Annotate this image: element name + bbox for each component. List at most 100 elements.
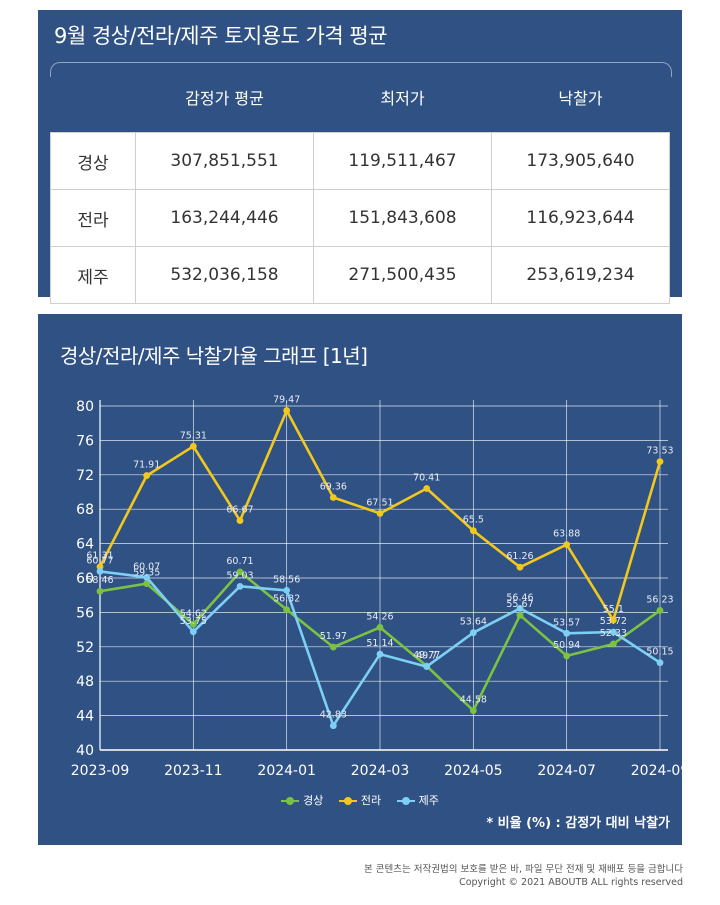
x-tick-label: 2024-01 (257, 763, 316, 779)
table-row: 경상 307,851,551 119,511,467 173,905,640 (50, 132, 670, 190)
data-label: 53.64 (460, 617, 487, 628)
data-point (236, 582, 244, 590)
y-tick-label: 40 (76, 743, 94, 759)
data-label: 59.03 (226, 570, 253, 581)
line-chart: 40 44 48 52 56 60 64 68 72 76 80 2023-09 2023-11 2024… (71, 395, 682, 779)
winning-cell: 116,923,644 (491, 189, 670, 247)
region-cell: 제주 (50, 246, 136, 304)
data-label: 44.58 (460, 695, 487, 706)
winning-cell: 253,619,234 (491, 246, 670, 304)
chart-panel: 경상/전라/제주 낙찰가율 그래프 [1년] 40 44 48 52 56 60 64 68 7… (38, 314, 682, 845)
table-title: 9월 경상/전라/제주 토지용도 가격 평균 (54, 24, 388, 48)
data-label: 49.77 (413, 650, 440, 661)
lowest-cell: 119,511,467 (313, 132, 492, 190)
data-label: 66.67 (226, 505, 253, 516)
data-label: 54.26 (366, 611, 393, 622)
data-point (516, 611, 524, 619)
data-point (96, 567, 104, 575)
data-point (609, 616, 617, 624)
appraisal-cell: 163,244,446 (135, 189, 314, 247)
data-point (189, 620, 197, 628)
x-tick-label: 2024-07 (537, 763, 596, 779)
legend-label: 경상 (303, 794, 324, 807)
data-label: 58.46 (86, 575, 113, 586)
data-label: 61.31 (86, 551, 113, 562)
data-point (609, 640, 617, 648)
data-point (96, 587, 104, 595)
data-label: 71.91 (133, 460, 160, 471)
x-tick-label: 2024-03 (351, 763, 410, 779)
column-header: 낙찰가 (558, 89, 603, 108)
data-label: 55.1 (603, 604, 624, 615)
data-label: 67.51 (366, 497, 393, 508)
y-tick-label: 64 (76, 537, 94, 553)
data-label: 79.47 (273, 395, 300, 406)
legend-item-jeolla[interactable]: 전라 (338, 792, 382, 808)
data-label: 52.33 (600, 628, 627, 639)
data-label: 56.46 (506, 592, 533, 603)
legend-label: 전라 (360, 794, 382, 807)
data-point (236, 517, 244, 525)
data-label: 73.53 (646, 446, 673, 457)
data-point (516, 605, 524, 612)
y-tick-label: 44 (76, 709, 94, 725)
data-point (656, 659, 664, 667)
data-point (563, 652, 571, 660)
lowest-cell: 151,843,608 (313, 189, 492, 247)
data-point (609, 628, 617, 636)
data-label: 42.83 (320, 710, 347, 721)
data-label: 65.5 (463, 515, 484, 526)
data-label: 53.57 (553, 617, 580, 628)
data-label: 58.56 (273, 574, 300, 585)
y-tick-label: 60 (76, 571, 94, 587)
data-point (656, 607, 664, 614)
column-header (51, 62, 136, 133)
y-tick-label: 72 (76, 468, 94, 484)
y-tick-label: 68 (76, 502, 94, 518)
data-label: 51.14 (366, 638, 393, 649)
legend-label: 제주 (418, 794, 439, 807)
y-tick-label: 48 (76, 674, 94, 690)
y-tick-label: 52 (76, 640, 94, 656)
data-label: 61.26 (506, 551, 533, 562)
data-label: 70.41 (413, 472, 440, 483)
x-tick-label: 2024-09 (631, 763, 682, 779)
data-point (656, 458, 664, 466)
legend-item-jeju[interactable]: 제주 (396, 792, 439, 808)
region-cell: 전라 (50, 189, 136, 247)
legend-swatch (396, 797, 415, 805)
data-label: 51.97 (320, 631, 347, 642)
data-point (143, 472, 151, 479)
table-row: 제주 532,036,158 271,500,435 253,619,234 (50, 246, 670, 304)
data-label: 75.31 (180, 430, 207, 441)
data-point (376, 510, 384, 517)
data-point (563, 541, 571, 549)
data-point (469, 629, 477, 637)
data-point (189, 628, 197, 636)
data-point (329, 722, 337, 730)
data-point (189, 442, 197, 450)
x-tick-label: 2023-09 (71, 763, 130, 779)
legend-swatch (338, 797, 357, 805)
y-tick-label: 56 (76, 605, 94, 621)
data-label: 50.94 (553, 640, 580, 651)
data-point (376, 623, 384, 631)
chart-title: 경상/전라/제주 낙찰가율 그래프 [1년] (60, 344, 368, 368)
data-point (143, 580, 151, 587)
legend-item-gyeongsang[interactable]: 경상 (281, 792, 323, 808)
data-label: 63.88 (553, 529, 580, 540)
data-label: 55.67 (506, 599, 533, 610)
table-row: 전라 163,244,446 151,843,608 116,923,644 (50, 189, 670, 247)
data-label: 50.15 (646, 647, 673, 658)
data-label: 60.77 (86, 555, 113, 566)
price-table: 감정가 평균 최저가 낙찰가 경상 307,851,551 119,511,46… (50, 62, 670, 304)
data-point (283, 606, 291, 614)
data-point (516, 563, 524, 571)
column-header: 감정가 평균 (185, 89, 264, 108)
data-label: 56.23 (646, 594, 673, 605)
y-tick-label: 76 (76, 433, 94, 449)
y-tick-label: 80 (76, 399, 94, 415)
data-label: 60.07 (133, 561, 160, 572)
copyright-line: Copyright © 2021 ABOUTB ALL rights reser… (459, 877, 683, 888)
x-tick-label: 2023-11 (164, 763, 223, 779)
